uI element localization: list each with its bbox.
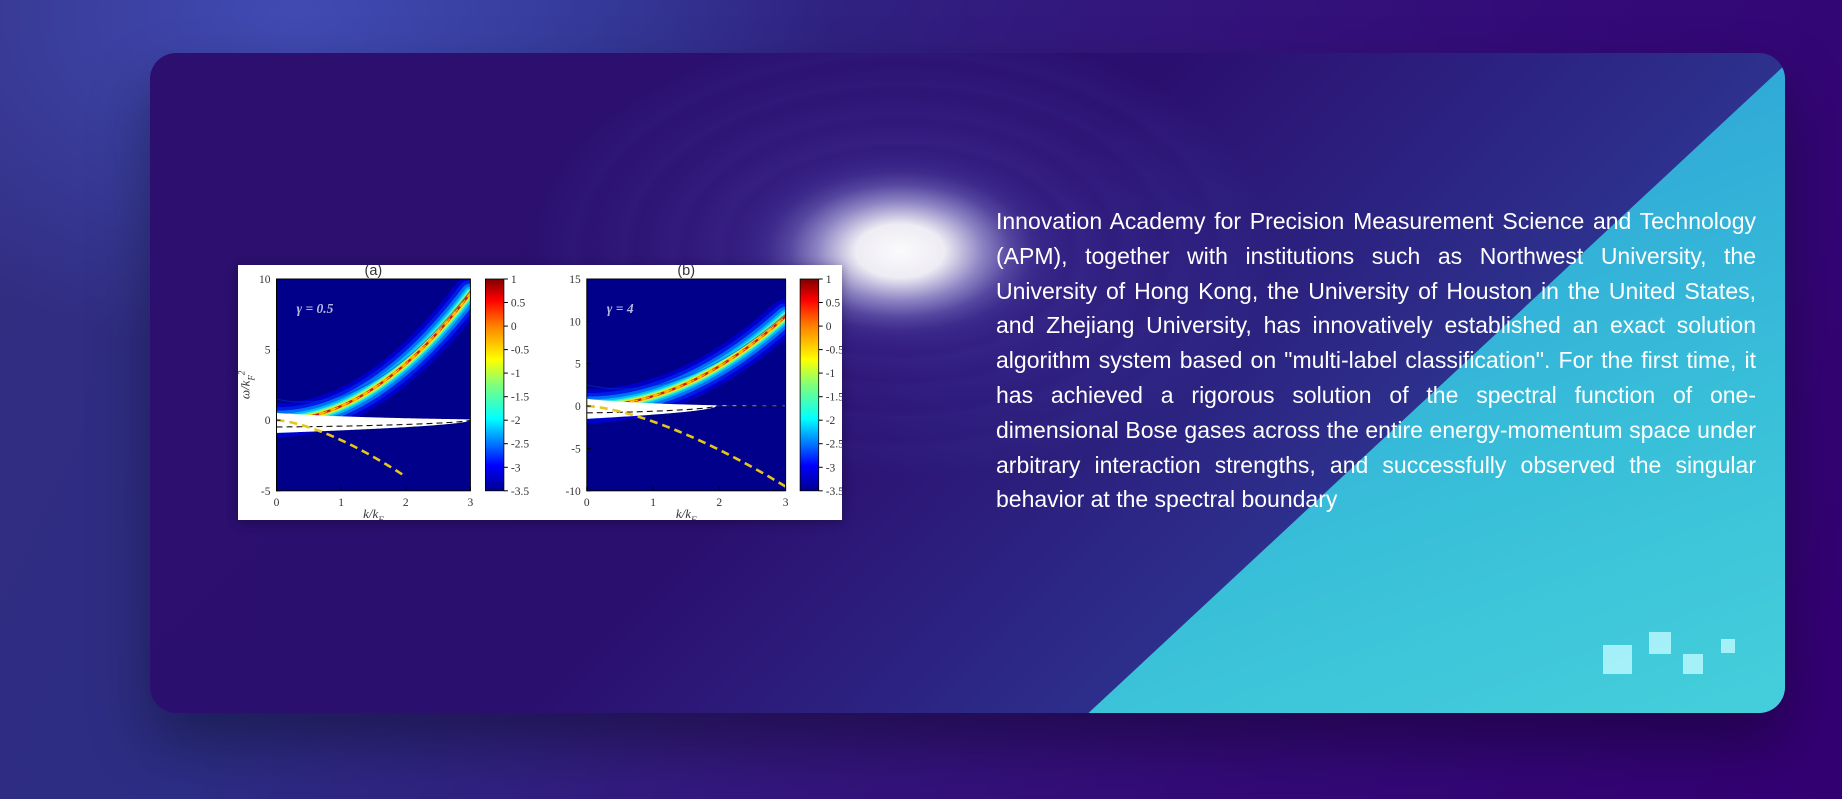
svg-text:5: 5 bbox=[575, 359, 581, 371]
svg-text:-2.5: -2.5 bbox=[826, 439, 842, 451]
svg-text:γ = 4: γ = 4 bbox=[607, 301, 634, 316]
svg-text:(b): (b) bbox=[677, 265, 695, 279]
svg-text:-0.5: -0.5 bbox=[826, 345, 842, 357]
svg-text:-5: -5 bbox=[571, 443, 581, 455]
svg-text:3: 3 bbox=[468, 497, 474, 509]
svg-text:5: 5 bbox=[265, 345, 271, 357]
svg-text:-2.5: -2.5 bbox=[511, 439, 529, 451]
svg-text:0: 0 bbox=[511, 321, 517, 333]
svg-text:2: 2 bbox=[716, 497, 722, 509]
svg-text:-0.5: -0.5 bbox=[511, 345, 529, 357]
svg-text:ω/kF2: ω/kF2 bbox=[238, 370, 257, 399]
svg-text:1: 1 bbox=[650, 497, 656, 509]
svg-text:-3.5: -3.5 bbox=[826, 486, 842, 498]
svg-text:0: 0 bbox=[575, 401, 581, 413]
svg-text:10: 10 bbox=[569, 316, 581, 328]
svg-text:0: 0 bbox=[584, 497, 590, 509]
svg-text:(a): (a) bbox=[365, 265, 383, 279]
svg-text:k/kF: k/kF bbox=[676, 506, 697, 520]
svg-text:-1: -1 bbox=[511, 368, 521, 380]
svg-text:0.5: 0.5 bbox=[826, 298, 841, 310]
svg-text:0: 0 bbox=[274, 497, 280, 509]
svg-text:γ = 0.5: γ = 0.5 bbox=[297, 301, 334, 316]
svg-text:-2: -2 bbox=[826, 415, 836, 427]
svg-text:3: 3 bbox=[783, 497, 789, 509]
svg-text:0: 0 bbox=[826, 321, 832, 333]
svg-text:10: 10 bbox=[259, 274, 271, 286]
svg-text:-1.5: -1.5 bbox=[826, 392, 842, 404]
svg-text:-2: -2 bbox=[511, 415, 521, 427]
svg-text:-1: -1 bbox=[826, 368, 836, 380]
svg-text:-3.5: -3.5 bbox=[511, 486, 529, 498]
svg-text:k/kF: k/kF bbox=[363, 506, 384, 520]
svg-text:-3: -3 bbox=[511, 462, 521, 474]
svg-text:1: 1 bbox=[826, 274, 832, 286]
svg-text:1: 1 bbox=[511, 274, 517, 286]
svg-text:0: 0 bbox=[265, 415, 271, 427]
svg-text:-5: -5 bbox=[261, 486, 271, 498]
svg-text:15: 15 bbox=[569, 274, 581, 286]
svg-text:0.5: 0.5 bbox=[511, 298, 526, 310]
svg-text:2: 2 bbox=[403, 497, 409, 509]
svg-text:-1.5: -1.5 bbox=[511, 392, 529, 404]
svg-text:1: 1 bbox=[338, 497, 344, 509]
svg-text:-10: -10 bbox=[565, 486, 581, 498]
svg-text:-3: -3 bbox=[826, 462, 836, 474]
